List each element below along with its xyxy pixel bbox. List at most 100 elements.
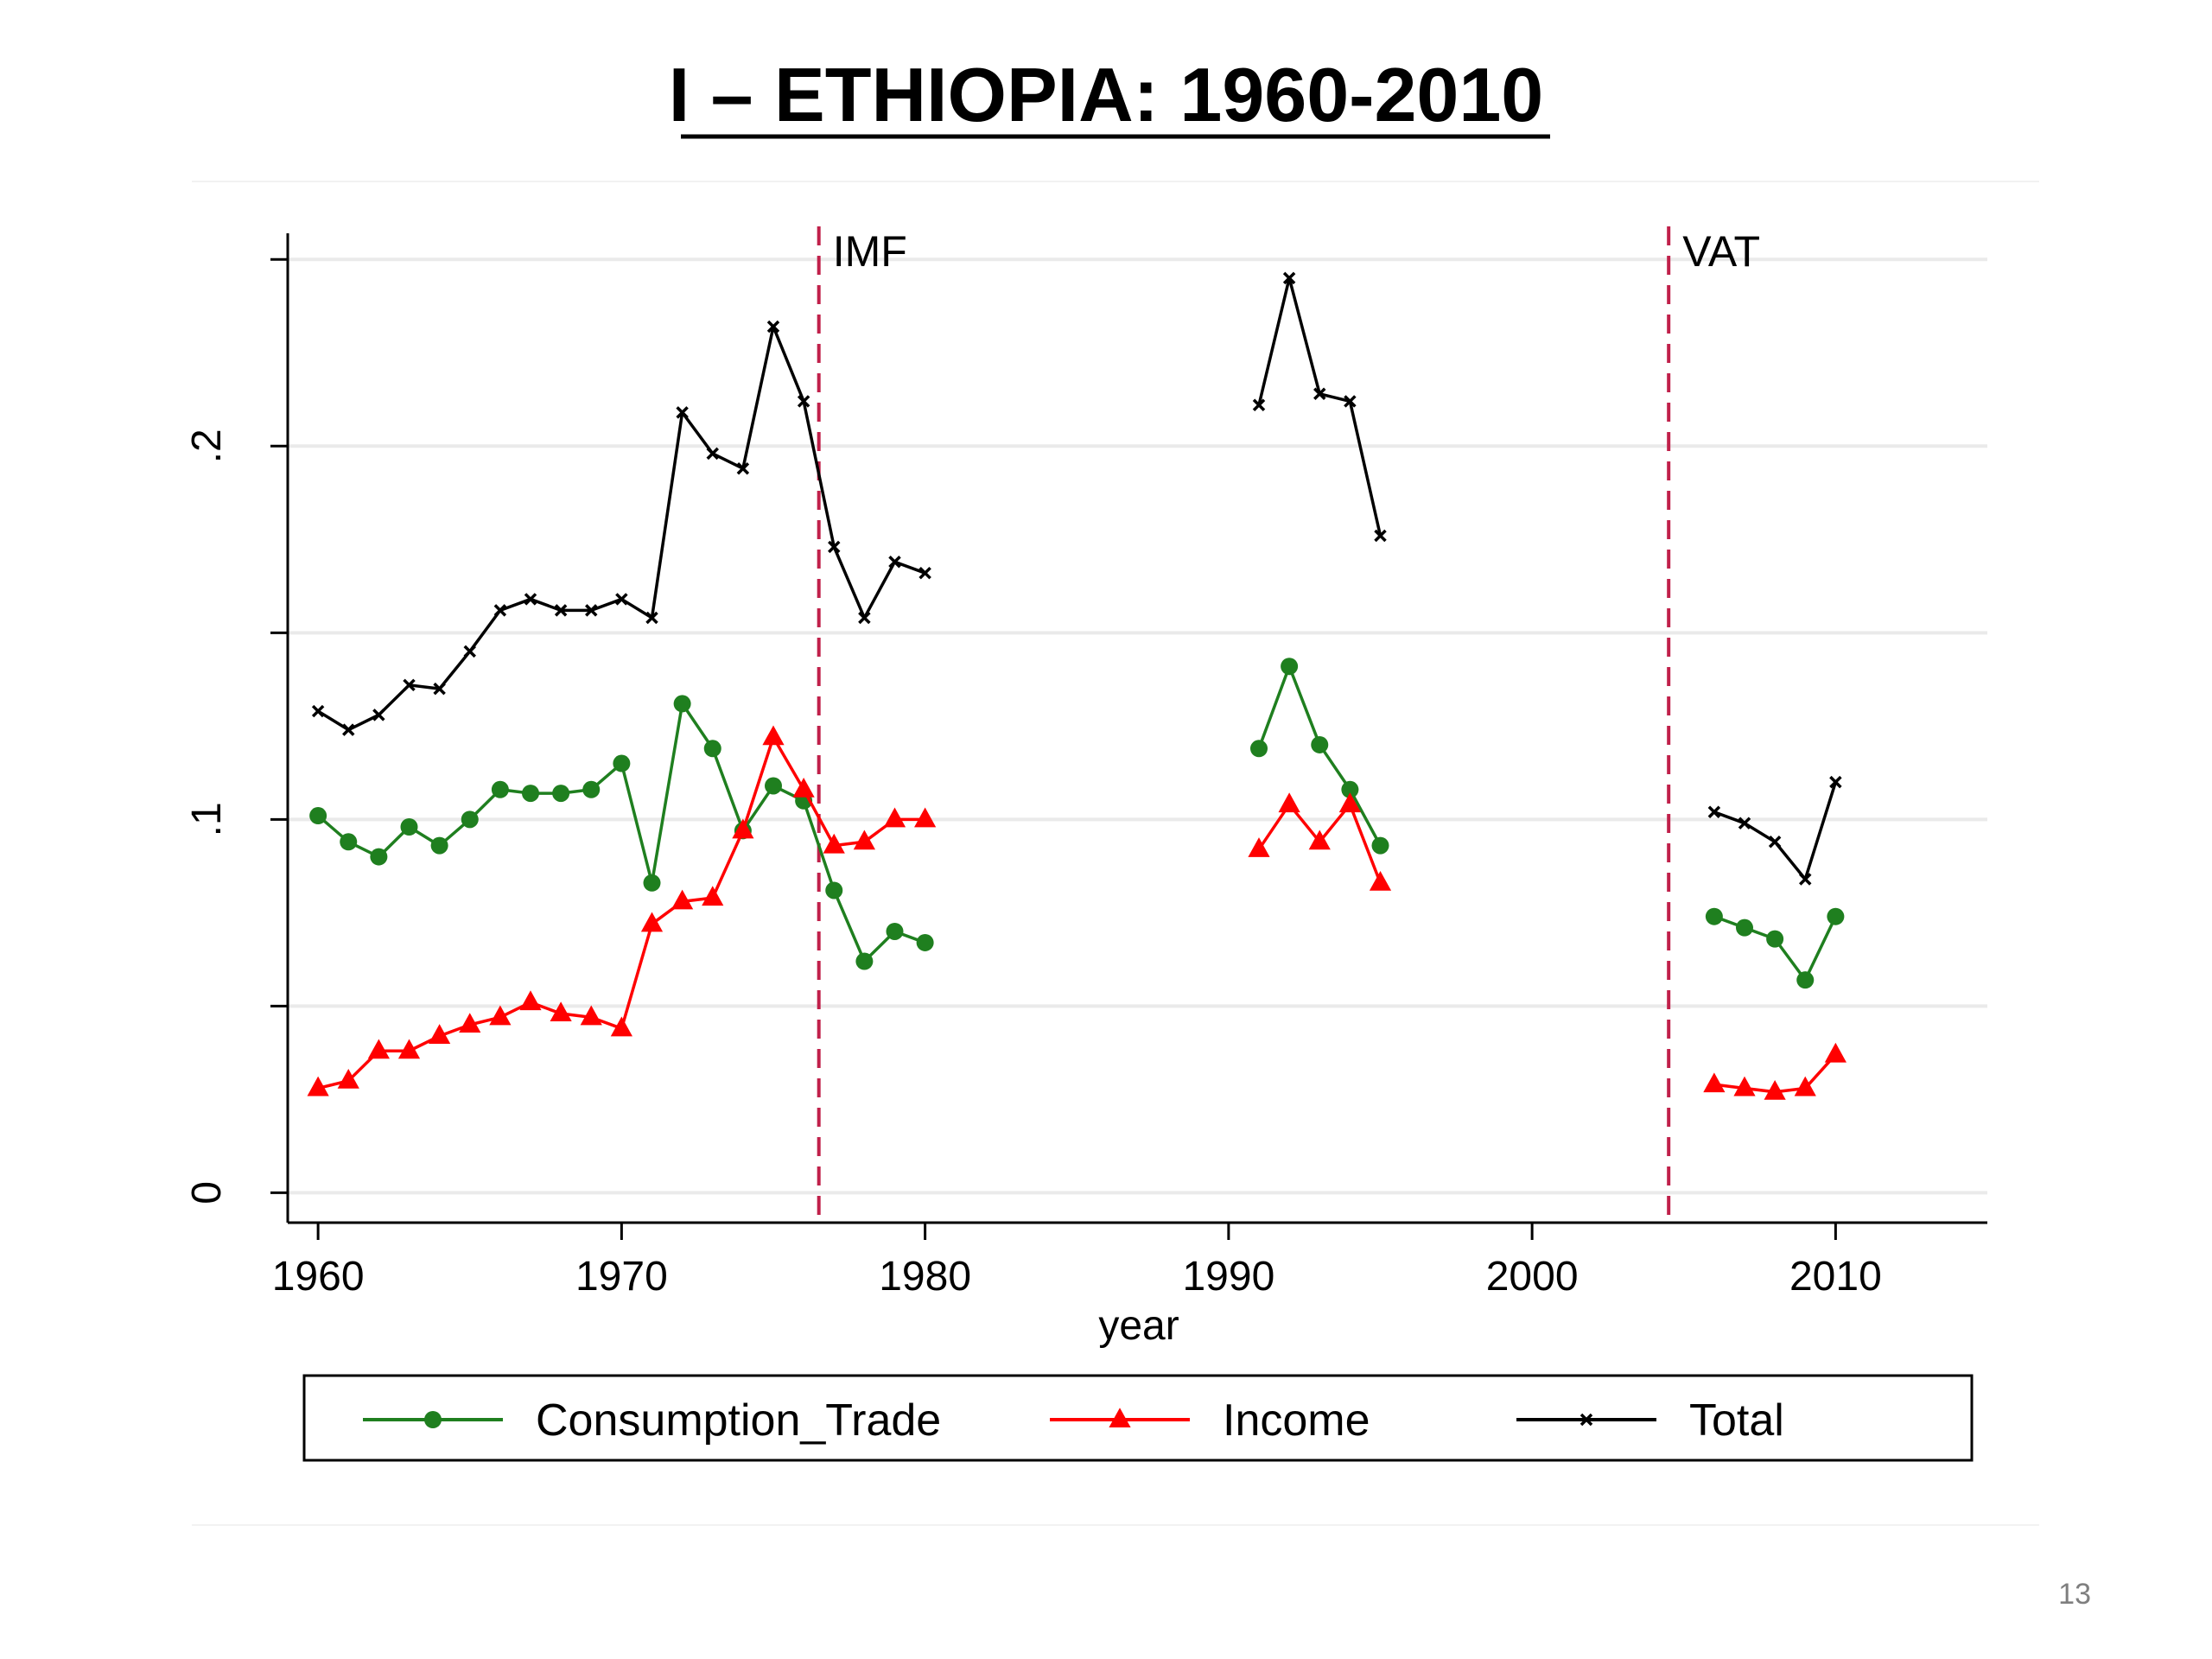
data-point-consumption-trade <box>552 785 570 803</box>
data-point-income <box>853 830 875 850</box>
data-point-income <box>367 1039 390 1059</box>
data-point-total <box>403 678 416 692</box>
series-layer <box>307 271 1847 1100</box>
legend-label: Consumption_Trade <box>536 1395 941 1446</box>
data-point-total <box>676 406 689 419</box>
data-point-income <box>610 1016 632 1037</box>
data-point-total <box>918 566 931 580</box>
data-point-total <box>706 447 719 461</box>
data-point-total <box>1374 529 1387 543</box>
data-point-consumption-trade <box>1796 971 1815 989</box>
data-point-total <box>1768 836 1782 849</box>
data-point-income <box>883 807 906 828</box>
legend-swatch-marker <box>1580 1413 1593 1427</box>
series-consumption-trade <box>309 658 1845 989</box>
data-point-income <box>550 1001 572 1022</box>
reference-lines: IMF VAT <box>817 226 1760 1223</box>
data-point-consumption-trade <box>825 881 843 899</box>
data-point-consumption-trade <box>1250 740 1268 758</box>
data-point-income <box>1338 792 1361 813</box>
data-point-total <box>342 723 355 736</box>
data-point-income <box>519 990 542 1011</box>
x-tick-label: 1980 <box>879 1254 971 1300</box>
data-point-total <box>1738 817 1751 830</box>
x-axis-title: year <box>1098 1303 1179 1349</box>
data-point-consumption-trade <box>1736 918 1753 937</box>
data-point-consumption-trade <box>309 807 327 825</box>
data-point-consumption-trade <box>1341 780 1359 798</box>
x-tick-label: 2010 <box>1789 1254 1882 1300</box>
x-tick-label: 1960 <box>272 1254 365 1300</box>
data-point-income <box>1703 1072 1726 1093</box>
data-point-income <box>1248 837 1270 857</box>
data-point-income <box>489 1005 512 1026</box>
data-point-total <box>1313 387 1326 401</box>
data-point-income <box>1824 1042 1847 1063</box>
series-line-total <box>1713 781 1838 881</box>
data-point-total <box>311 704 325 718</box>
slide-title: I – ETHIOPIA: 1960-2010 <box>669 52 1543 137</box>
data-point-consumption-trade <box>703 740 721 758</box>
data-point-consumption-trade <box>886 922 904 940</box>
data-point-total <box>554 604 568 617</box>
axes: 0 .1 .2 1960 1970 1980 1990 2000 2010 <box>184 233 1987 1300</box>
data-point-income <box>1308 830 1331 850</box>
data-point-total <box>828 540 841 554</box>
y-tick-label: 0 <box>184 1181 230 1205</box>
data-point-consumption-trade <box>582 780 601 798</box>
data-point-consumption-trade <box>1766 930 1784 948</box>
data-point-total <box>463 645 476 658</box>
y-tick-label: .1 <box>184 802 230 836</box>
data-point-consumption-trade <box>1371 836 1389 855</box>
data-point-consumption-trade <box>461 810 479 829</box>
gridlines <box>288 257 1987 1195</box>
data-point-total <box>736 461 750 475</box>
x-tick-label: 1990 <box>1182 1254 1274 1300</box>
reference-line-vat-label: VAT <box>1682 227 1760 276</box>
legend-label: Income <box>1223 1395 1370 1446</box>
data-point-consumption-trade <box>522 785 539 803</box>
data-point-consumption-trade <box>370 848 388 866</box>
data-point-income <box>1794 1076 1816 1096</box>
data-point-consumption-trade <box>1311 735 1329 753</box>
data-point-income <box>1733 1076 1756 1096</box>
data-point-total <box>888 555 901 569</box>
data-point-total <box>1829 775 1842 789</box>
data-point-total <box>615 593 628 606</box>
data-point-total <box>858 611 871 625</box>
data-point-total <box>524 593 537 606</box>
data-point-consumption-trade <box>1281 658 1299 676</box>
series-line-consumption-trade <box>1713 915 1837 982</box>
data-point-total <box>585 604 598 617</box>
data-point-total <box>766 320 780 334</box>
data-point-total <box>1799 873 1812 886</box>
data-point-total <box>797 395 810 408</box>
y-tick-label: .2 <box>184 429 230 463</box>
data-point-income <box>307 1076 329 1096</box>
reference-line-imf-label: IMF <box>833 227 907 276</box>
data-point-consumption-trade <box>765 777 782 795</box>
data-point-consumption-trade <box>400 818 418 836</box>
data-point-consumption-trade <box>855 952 874 970</box>
data-point-consumption-trade <box>1705 907 1723 925</box>
legend-item-consumption-trade: Consumption_Trade <box>363 1395 941 1446</box>
data-point-income <box>429 1024 451 1044</box>
data-point-consumption-trade <box>491 780 509 798</box>
legend-swatch-marker <box>424 1411 442 1428</box>
legend-item-total: Total <box>1516 1395 1784 1446</box>
data-point-income <box>640 912 664 932</box>
data-point-consumption-trade <box>916 933 934 951</box>
data-point-income <box>337 1069 359 1089</box>
data-point-consumption-trade <box>430 836 448 855</box>
data-point-total <box>1252 398 1266 411</box>
data-point-total <box>1707 805 1721 818</box>
data-point-consumption-trade <box>1827 907 1845 925</box>
legend-swatch-marker <box>1109 1408 1131 1427</box>
x-tick-label: 1970 <box>575 1254 668 1300</box>
legend-item-income: Income <box>1050 1395 1370 1446</box>
data-point-total <box>372 709 385 721</box>
legend-label: Total <box>1689 1395 1784 1446</box>
data-point-consumption-trade <box>673 695 691 713</box>
data-point-income <box>732 818 754 839</box>
data-point-total <box>433 682 446 696</box>
